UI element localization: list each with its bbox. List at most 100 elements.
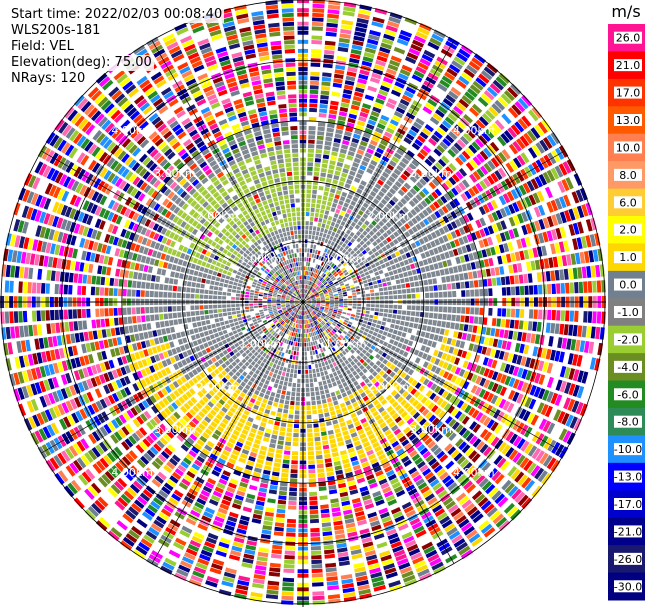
range-gate (546, 362, 554, 374)
range-gate (366, 256, 372, 262)
range-gate (475, 516, 487, 527)
range-gate (332, 288, 337, 292)
range-gate (577, 325, 583, 337)
range-gate (446, 373, 454, 381)
range-gate (308, 126, 316, 131)
range-gate (328, 353, 333, 359)
range-gate (424, 158, 433, 167)
range-gate (312, 591, 325, 596)
range-gate (404, 366, 411, 373)
range-gate (320, 371, 325, 377)
range-gate (403, 326, 408, 333)
range-gate (328, 489, 338, 495)
range-gate (379, 235, 385, 241)
range-gate (247, 364, 253, 370)
range-gate (379, 370, 385, 376)
range-gate (322, 280, 327, 285)
range-gate (322, 219, 327, 224)
range-gate (448, 346, 455, 354)
range-gate (343, 294, 348, 297)
range-gate (331, 341, 336, 347)
range-gate (507, 241, 514, 252)
range-gate (323, 150, 331, 155)
range-gate (307, 324, 310, 329)
range-gate (332, 271, 337, 276)
range-gate (312, 368, 316, 374)
range-gate (375, 499, 385, 506)
range-gate (304, 360, 308, 365)
range-gate (429, 292, 434, 298)
range-gate (445, 321, 451, 329)
range-gate (355, 349, 361, 355)
range-gate (367, 348, 374, 354)
range-gate (261, 474, 270, 480)
range-gate (555, 213, 563, 225)
range-gate (348, 373, 354, 379)
range-gate (571, 400, 580, 413)
range-gate (332, 290, 338, 293)
range-gate (329, 363, 334, 369)
range-gate (564, 210, 572, 222)
range-gate (385, 243, 391, 250)
range-gate (383, 195, 391, 202)
range-gate (311, 26, 323, 31)
range-gate (433, 285, 438, 291)
range-gate (418, 165, 427, 174)
range-gate (524, 479, 536, 492)
range-gate (403, 153, 413, 162)
range-gate (478, 388, 486, 398)
range-gate (304, 338, 306, 343)
range-gate (330, 391, 336, 397)
range-gate (375, 374, 381, 380)
range-gate (334, 465, 343, 471)
range-gate (480, 500, 492, 511)
range-gate (319, 316, 324, 321)
range-gate (319, 495, 328, 501)
range-gate (487, 160, 496, 170)
range-gate (275, 328, 280, 333)
range-gate (307, 262, 311, 267)
range-gate (341, 361, 346, 367)
range-gate (250, 522, 261, 529)
range-gate (308, 230, 312, 235)
range-gate (330, 276, 335, 280)
range-gate (285, 395, 291, 401)
range-gate (422, 338, 429, 345)
range-gate (520, 440, 530, 452)
range-gate (459, 135, 470, 146)
range-gate (415, 117, 425, 126)
range-gate (334, 303, 339, 305)
range-gate (380, 114, 390, 122)
range-gate (361, 461, 370, 468)
range-gate (304, 306, 306, 311)
range-gate (375, 470, 384, 477)
range-gate (306, 310, 308, 315)
range-gate (273, 425, 280, 431)
range-gate (372, 490, 382, 498)
range-gate (311, 573, 323, 578)
range-gate (308, 308, 312, 313)
range-gate (450, 86, 462, 97)
range-gate (379, 511, 390, 519)
range-gate (316, 144, 323, 150)
range-gate (430, 444, 439, 453)
range-gate (462, 429, 471, 439)
range-gate (291, 346, 295, 351)
range-gate (410, 43, 423, 52)
range-gate (515, 308, 520, 318)
range-gate (418, 238, 425, 245)
range-gate (428, 348, 435, 355)
range-gate (255, 369, 260, 375)
range-gate (474, 100, 486, 111)
range-gate (260, 388, 267, 394)
range-gate (355, 173, 363, 179)
range-gate (559, 211, 567, 224)
range-gate (592, 311, 597, 324)
range-gate (370, 293, 375, 297)
range-gate (339, 491, 349, 498)
range-gate (281, 468, 289, 473)
range-gate (458, 495, 470, 506)
range-gate (551, 378, 559, 390)
range-gate (288, 349, 292, 355)
range-gate (496, 372, 503, 383)
